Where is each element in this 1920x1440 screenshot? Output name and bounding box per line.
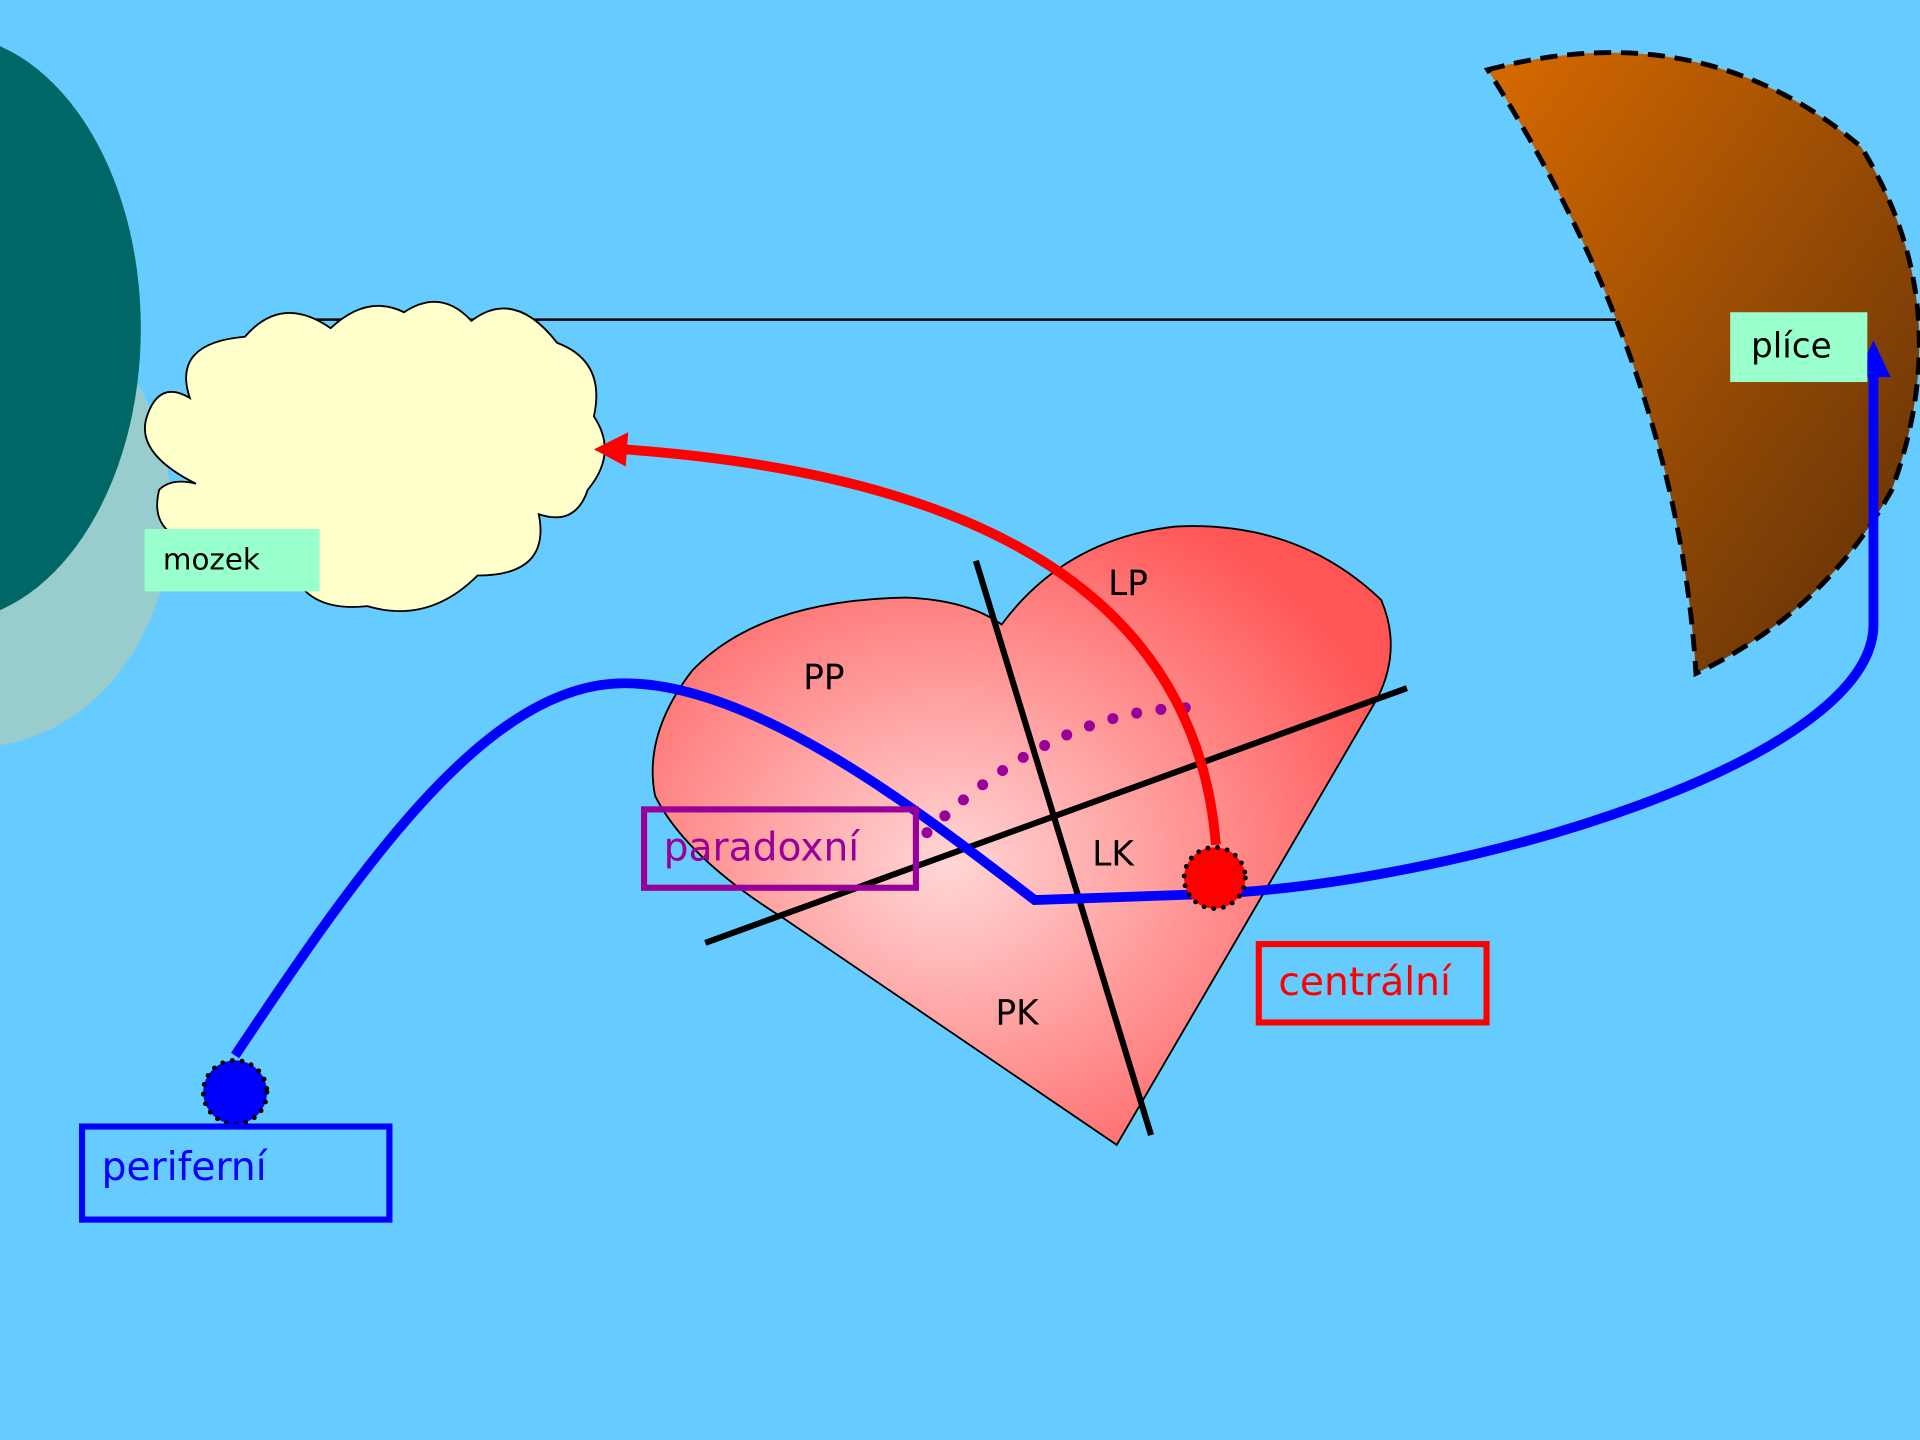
page: {"labels": {"brain": "mozek", "lungs": "… (0, 0, 1920, 1440)
lung-label: plíce (1751, 326, 1832, 366)
chamber-label: LP (1108, 564, 1148, 604)
chamber-label: PP (803, 658, 844, 698)
peripheral-embolus (203, 1060, 267, 1124)
paradox-label: paradoxní (664, 825, 861, 870)
chamber-label: LK (1092, 834, 1135, 874)
peripheral-label: periferní (102, 1145, 268, 1190)
chamber-label: PK (996, 994, 1041, 1034)
central-label: centrální (1278, 960, 1452, 1005)
diagram: mozek plíce LP PP LK PK paradoxní centrá… (0, 0, 1920, 1440)
brain-label: mozek (163, 542, 260, 576)
central-embolus (1184, 847, 1245, 908)
